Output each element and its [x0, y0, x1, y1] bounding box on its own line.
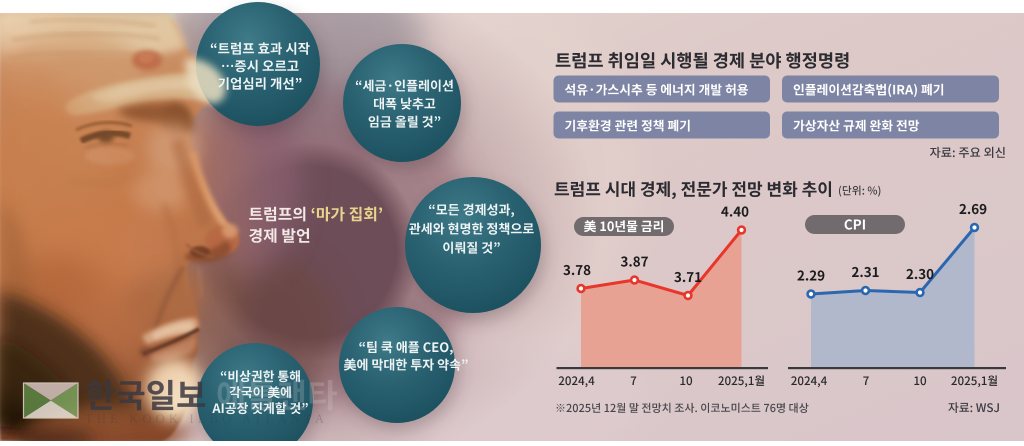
svg-text:THE KOOK ILBO ATLANTA: THE KOOK ILBO ATLANTA	[85, 412, 328, 426]
